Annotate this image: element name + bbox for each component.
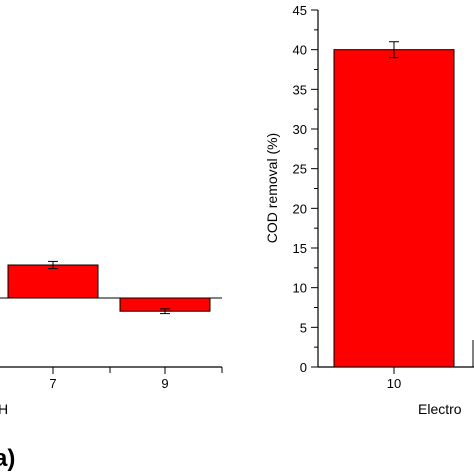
right-y-axis-title: COD removal (%): [264, 133, 280, 243]
left-x-tick-label-7: 7: [49, 376, 56, 391]
right-x-tick-label-10: 10: [387, 376, 401, 391]
left-bar-7: [7, 264, 99, 299]
left-x-axis-title: H: [0, 401, 8, 417]
right-y-tick-label-25: 25: [293, 162, 307, 177]
right-error-bar-10: [389, 41, 399, 59]
right-y-tick-label-15: 15: [293, 241, 307, 256]
right-y-tick-label-45: 45: [293, 3, 307, 18]
left-chart-panel: 7 9 H a): [0, 260, 223, 472]
left-error-bar-7: [48, 260, 58, 270]
right-y-tick-label-0: 0: [300, 360, 307, 375]
left-panel-label: a): [0, 445, 15, 472]
right-y-tick-label-30: 30: [293, 122, 307, 137]
right-chart-panel: 0 5 10 15 20 25 30 35 40 45 10 COD removal (%) El…: [264, 3, 474, 417]
right-y-tick-label-40: 40: [293, 43, 307, 58]
left-error-bar-9: [160, 308, 170, 315]
right-y-tick-label-35: 35: [293, 82, 307, 97]
right-bar-10: [333, 49, 455, 368]
left-x-tick-label-9: 9: [161, 376, 168, 391]
right-y-tick-label-5: 5: [300, 320, 307, 335]
right-x-axis-title: Electro: [418, 401, 462, 417]
right-y-tick-label-20: 20: [293, 201, 307, 216]
right-y-tick-label-10: 10: [293, 281, 307, 296]
